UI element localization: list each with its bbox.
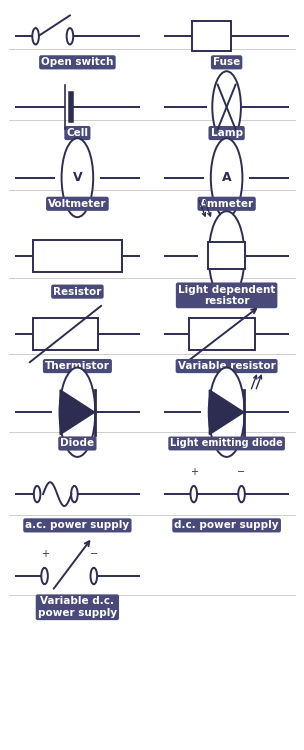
Text: d.c. power supply: d.c. power supply — [174, 520, 279, 530]
Text: Variable d.c.
power supply: Variable d.c. power supply — [38, 596, 117, 618]
Polygon shape — [60, 390, 95, 434]
FancyBboxPatch shape — [33, 318, 98, 350]
Text: Diode: Diode — [60, 439, 95, 448]
Circle shape — [91, 568, 97, 584]
Circle shape — [191, 486, 197, 502]
FancyBboxPatch shape — [192, 22, 231, 51]
Text: +: + — [40, 549, 49, 559]
Text: a.c. power supply: a.c. power supply — [25, 520, 130, 530]
Circle shape — [67, 28, 73, 44]
Text: Resistor: Resistor — [53, 286, 102, 296]
Text: V: V — [73, 171, 82, 184]
Text: Light dependent
resistor: Light dependent resistor — [178, 284, 275, 306]
Text: −: − — [237, 466, 246, 477]
Text: Fuse: Fuse — [213, 57, 240, 68]
Circle shape — [71, 486, 78, 502]
Text: −: − — [90, 549, 98, 559]
Text: Voltmeter: Voltmeter — [48, 199, 107, 208]
Text: Variable resistor: Variable resistor — [178, 361, 275, 371]
Circle shape — [60, 368, 95, 457]
Text: Thermistor: Thermistor — [45, 361, 110, 371]
Circle shape — [62, 138, 93, 218]
Text: Lamp: Lamp — [211, 128, 243, 138]
Text: +: + — [190, 466, 198, 477]
Text: Ammeter: Ammeter — [199, 199, 254, 208]
Circle shape — [212, 71, 241, 142]
Text: Light emitting diode: Light emitting diode — [170, 439, 283, 448]
Text: A: A — [222, 171, 231, 184]
Circle shape — [41, 568, 48, 584]
Circle shape — [238, 486, 245, 502]
Text: Cell: Cell — [66, 128, 88, 138]
Circle shape — [32, 28, 39, 44]
Polygon shape — [209, 390, 244, 434]
Circle shape — [34, 486, 40, 502]
Circle shape — [211, 138, 242, 218]
FancyBboxPatch shape — [208, 242, 245, 269]
Text: Open switch: Open switch — [41, 57, 114, 68]
Circle shape — [209, 368, 244, 457]
FancyBboxPatch shape — [189, 318, 255, 350]
Circle shape — [209, 211, 244, 301]
FancyBboxPatch shape — [33, 239, 122, 272]
